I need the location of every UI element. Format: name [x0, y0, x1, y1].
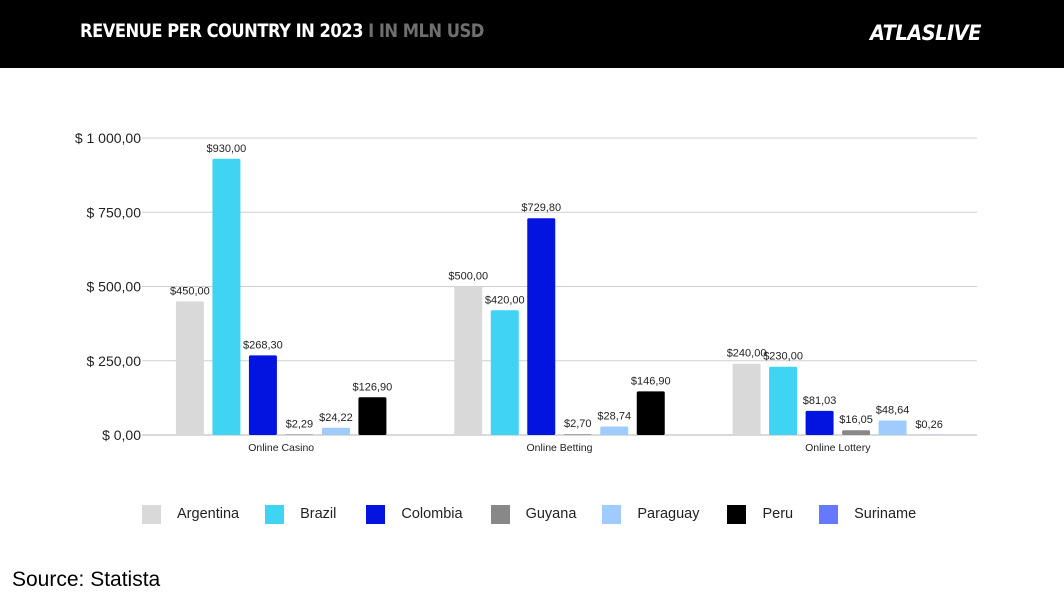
legend-swatch: [490, 504, 510, 524]
y-tick-label: $ 250,00: [87, 353, 142, 369]
legend-swatch: [142, 504, 161, 524]
chart-title: REVENUE PER COUNTRY IN 2023 I IN MLN USD: [80, 20, 484, 42]
bar-online-lottery-colombia: [805, 410, 834, 435]
data-label: $126,90: [353, 381, 393, 393]
gridlines: [142, 137, 977, 436]
y-tick-label: $ 500,00: [87, 279, 142, 295]
y-tick-label: $ 1 000,00: [75, 130, 141, 146]
data-label: $48,64: [876, 405, 910, 417]
legend-item-brazil: Brazil: [265, 504, 337, 524]
legend-item-peru: Peru: [727, 504, 794, 524]
bar-online-betting-colombia: [527, 218, 556, 435]
x-category-label: Online Betting: [527, 442, 593, 454]
legend: Argentina Brazil Colombia Guyana Paraguay Per…: [142, 504, 916, 524]
bar-online-casino-colombia: [248, 355, 277, 435]
data-labels: $450,00 $930,00 $268,30 $2,29 $24,22 $126,90 $…: [170, 143, 943, 431]
data-label: $500,00: [448, 271, 488, 283]
y-tick-label: $ 0,00: [102, 427, 141, 443]
data-label: $268,30: [243, 339, 283, 351]
legend-label: Argentina: [177, 506, 240, 522]
atlaslive-logo: ATLASLIVE: [870, 21, 981, 45]
x-category-label: Online Casino: [248, 442, 314, 454]
legend-label: Colombia: [401, 506, 463, 522]
legend-label: Brazil: [300, 506, 337, 522]
data-label: $0,26: [915, 419, 943, 431]
legend-item-suriname: Suriname: [819, 504, 917, 524]
legend-item-colombia: Colombia: [366, 504, 463, 524]
data-label: $930,00: [207, 143, 247, 155]
bar-online-betting-argentina: [454, 286, 483, 435]
legend-swatch: [366, 504, 386, 524]
data-label: $24,22: [319, 412, 353, 424]
legend-swatch: [727, 504, 747, 524]
legend-label: Peru: [762, 506, 794, 522]
y-axis-ticks: $ 0,00 $ 250,00 $ 500,00 $ 750,00 $ 1 000,00: [75, 130, 141, 443]
category-labels: Online Casino Online Betting Online Lotter…: [248, 442, 871, 454]
data-label: $450,00: [170, 285, 210, 297]
data-label: $240,00: [727, 348, 767, 360]
bar-online-casino-brazil: [212, 158, 241, 436]
bar-online-casino-argentina: [175, 301, 204, 435]
header-bar: REVENUE PER COUNTRY IN 2023 I IN MLN USD…: [0, 0, 1064, 68]
bars: [175, 158, 944, 436]
data-label: $230,00: [763, 351, 803, 363]
data-label: $420,00: [485, 294, 525, 306]
title-subtitle: I IN MLN USD: [362, 20, 484, 42]
data-label: $28,74: [597, 410, 631, 422]
source-note: Source: Statista: [12, 568, 161, 591]
data-label: $16,05: [839, 414, 873, 426]
bar-online-casino-peru: [358, 397, 387, 435]
bar-online-lottery-brazil: [769, 366, 798, 435]
legend-swatch: [602, 504, 622, 524]
data-label: $2,70: [564, 418, 592, 430]
legend-swatch: [265, 504, 285, 524]
bar-online-casino-guyana: [285, 434, 314, 435]
bar-online-lottery-paraguay: [878, 420, 907, 435]
legend-item-paraguay: Paraguay: [602, 504, 700, 524]
bar-online-betting-brazil: [490, 310, 519, 435]
bar-online-betting-paraguay: [600, 426, 629, 435]
bar-online-lottery-guyana: [842, 430, 871, 435]
legend-item-guyana: Guyana: [490, 504, 577, 524]
bar-online-lottery-argentina: [732, 363, 761, 435]
legend-label: Guyana: [525, 506, 577, 522]
data-label: $81,03: [803, 395, 837, 407]
legend-label: Paraguay: [637, 506, 700, 522]
bar-online-betting-peru: [636, 391, 665, 435]
legend-label: Suriname: [854, 506, 917, 522]
data-label: $2,29: [286, 418, 314, 430]
bar-chart: $ 0,00 $ 250,00 $ 500,00 $ 750,00 $ 1 000,00…: [75, 130, 977, 454]
title-main: REVENUE PER COUNTRY IN 2023: [80, 20, 363, 42]
legend-swatch: [819, 504, 839, 524]
y-tick-label: $ 750,00: [87, 204, 142, 220]
data-label: $729,80: [521, 202, 561, 214]
data-label: $146,90: [631, 375, 671, 387]
legend-item-argentina: Argentina: [142, 504, 240, 524]
bar-online-betting-guyana: [563, 434, 592, 435]
bar-online-casino-paraguay: [321, 427, 350, 435]
x-category-label: Online Lottery: [805, 442, 871, 454]
